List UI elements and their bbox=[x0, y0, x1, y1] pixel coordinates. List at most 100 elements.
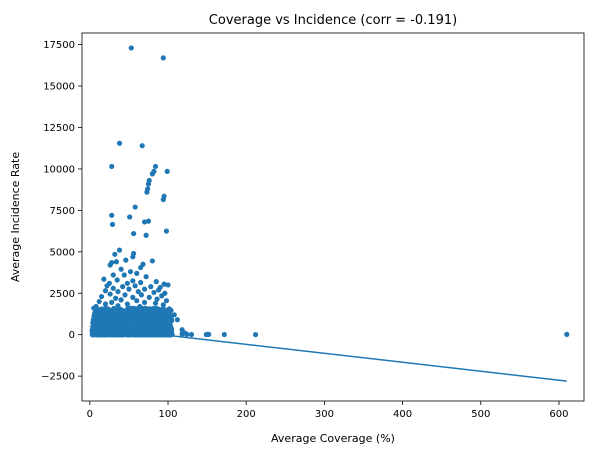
x-tick-label: 0 bbox=[87, 409, 93, 420]
data-point bbox=[109, 212, 115, 218]
data-point bbox=[92, 319, 98, 325]
data-point bbox=[153, 279, 159, 285]
data-point bbox=[129, 312, 135, 318]
data-point bbox=[130, 254, 136, 260]
data-point bbox=[160, 196, 166, 203]
data-point bbox=[127, 321, 133, 327]
y-tick-label: −2500 bbox=[41, 372, 75, 383]
data-point bbox=[156, 287, 162, 293]
data-point bbox=[122, 292, 128, 298]
chart-title: Coverage vs Incidence (corr = -0.191) bbox=[209, 13, 457, 28]
data-point bbox=[108, 319, 114, 325]
data-point bbox=[128, 45, 134, 51]
data-point bbox=[120, 284, 126, 290]
data-point bbox=[118, 297, 124, 303]
data-point bbox=[171, 312, 177, 318]
data-point bbox=[138, 264, 144, 271]
data-point bbox=[154, 327, 160, 333]
data-point bbox=[99, 306, 105, 312]
data-point bbox=[154, 296, 160, 302]
data-point bbox=[139, 322, 145, 328]
data-point bbox=[126, 286, 132, 292]
data-point bbox=[109, 163, 115, 170]
data-point bbox=[102, 318, 109, 325]
data-point bbox=[163, 298, 170, 304]
data-point bbox=[110, 272, 116, 278]
data-point bbox=[564, 331, 570, 337]
data-point bbox=[135, 288, 141, 295]
y-axis-title: Average Incidence Rate bbox=[9, 152, 22, 282]
data-point bbox=[140, 316, 146, 322]
data-point bbox=[112, 251, 118, 257]
data-point bbox=[116, 140, 123, 146]
data-point bbox=[116, 313, 122, 319]
data-point bbox=[107, 262, 113, 268]
data-point bbox=[206, 331, 212, 337]
data-point bbox=[118, 266, 124, 272]
data-point bbox=[141, 299, 148, 305]
data-point bbox=[151, 319, 157, 325]
data-point bbox=[105, 306, 111, 312]
trend-line bbox=[89, 325, 567, 382]
data-point bbox=[144, 189, 150, 195]
data-point bbox=[152, 163, 159, 170]
data-point bbox=[115, 303, 121, 309]
data-point bbox=[130, 278, 136, 284]
data-point bbox=[134, 270, 140, 276]
x-tick-label: 300 bbox=[315, 409, 334, 420]
data-point bbox=[149, 258, 155, 264]
data-point bbox=[124, 301, 130, 307]
data-point bbox=[92, 311, 98, 317]
data-point bbox=[99, 313, 105, 320]
data-point bbox=[131, 230, 137, 237]
data-point bbox=[157, 323, 163, 330]
data-point bbox=[123, 313, 130, 319]
data-point bbox=[160, 55, 166, 61]
data-point bbox=[134, 318, 140, 324]
data-point bbox=[165, 314, 171, 320]
data-point bbox=[252, 332, 259, 338]
data-point bbox=[118, 319, 124, 325]
data-point bbox=[146, 294, 152, 300]
data-point bbox=[145, 181, 152, 187]
y-tick-label: 10000 bbox=[43, 164, 75, 175]
data-point bbox=[152, 300, 159, 306]
data-point bbox=[179, 331, 185, 337]
data-point bbox=[184, 331, 190, 337]
data-point bbox=[98, 293, 105, 300]
data-point bbox=[132, 204, 138, 210]
data-point bbox=[102, 301, 109, 307]
data-point bbox=[179, 327, 185, 333]
data-point bbox=[138, 279, 144, 286]
data-point bbox=[96, 298, 102, 305]
data-point bbox=[137, 303, 143, 310]
y-tick-label: 2500 bbox=[50, 289, 75, 300]
data-point bbox=[135, 307, 141, 314]
data-point bbox=[165, 282, 171, 288]
data-point bbox=[121, 272, 127, 278]
data-point bbox=[145, 218, 152, 224]
data-point bbox=[114, 277, 120, 283]
data-point bbox=[95, 328, 102, 334]
data-point bbox=[141, 286, 148, 292]
data-point bbox=[90, 329, 96, 335]
x-axis-title: Average Coverage (%) bbox=[271, 432, 395, 445]
data-point bbox=[143, 274, 149, 280]
data-point bbox=[105, 315, 112, 321]
data-point bbox=[159, 293, 165, 299]
data-point bbox=[166, 307, 173, 313]
data-point bbox=[221, 331, 227, 338]
data-point bbox=[127, 269, 134, 275]
x-tick-label: 500 bbox=[471, 409, 490, 420]
x-tick-label: 200 bbox=[237, 409, 256, 420]
data-point bbox=[127, 305, 134, 311]
data-point bbox=[127, 214, 133, 220]
data-point bbox=[144, 327, 150, 333]
axes: 0 100 200 300 400 500 600 −2500 0 2500 5000 7500 100… bbox=[41, 32, 585, 420]
data-point bbox=[133, 323, 140, 329]
data-point bbox=[163, 228, 170, 234]
x-tick-label: 400 bbox=[393, 409, 412, 420]
data-point bbox=[124, 280, 130, 286]
data-point bbox=[109, 221, 116, 228]
